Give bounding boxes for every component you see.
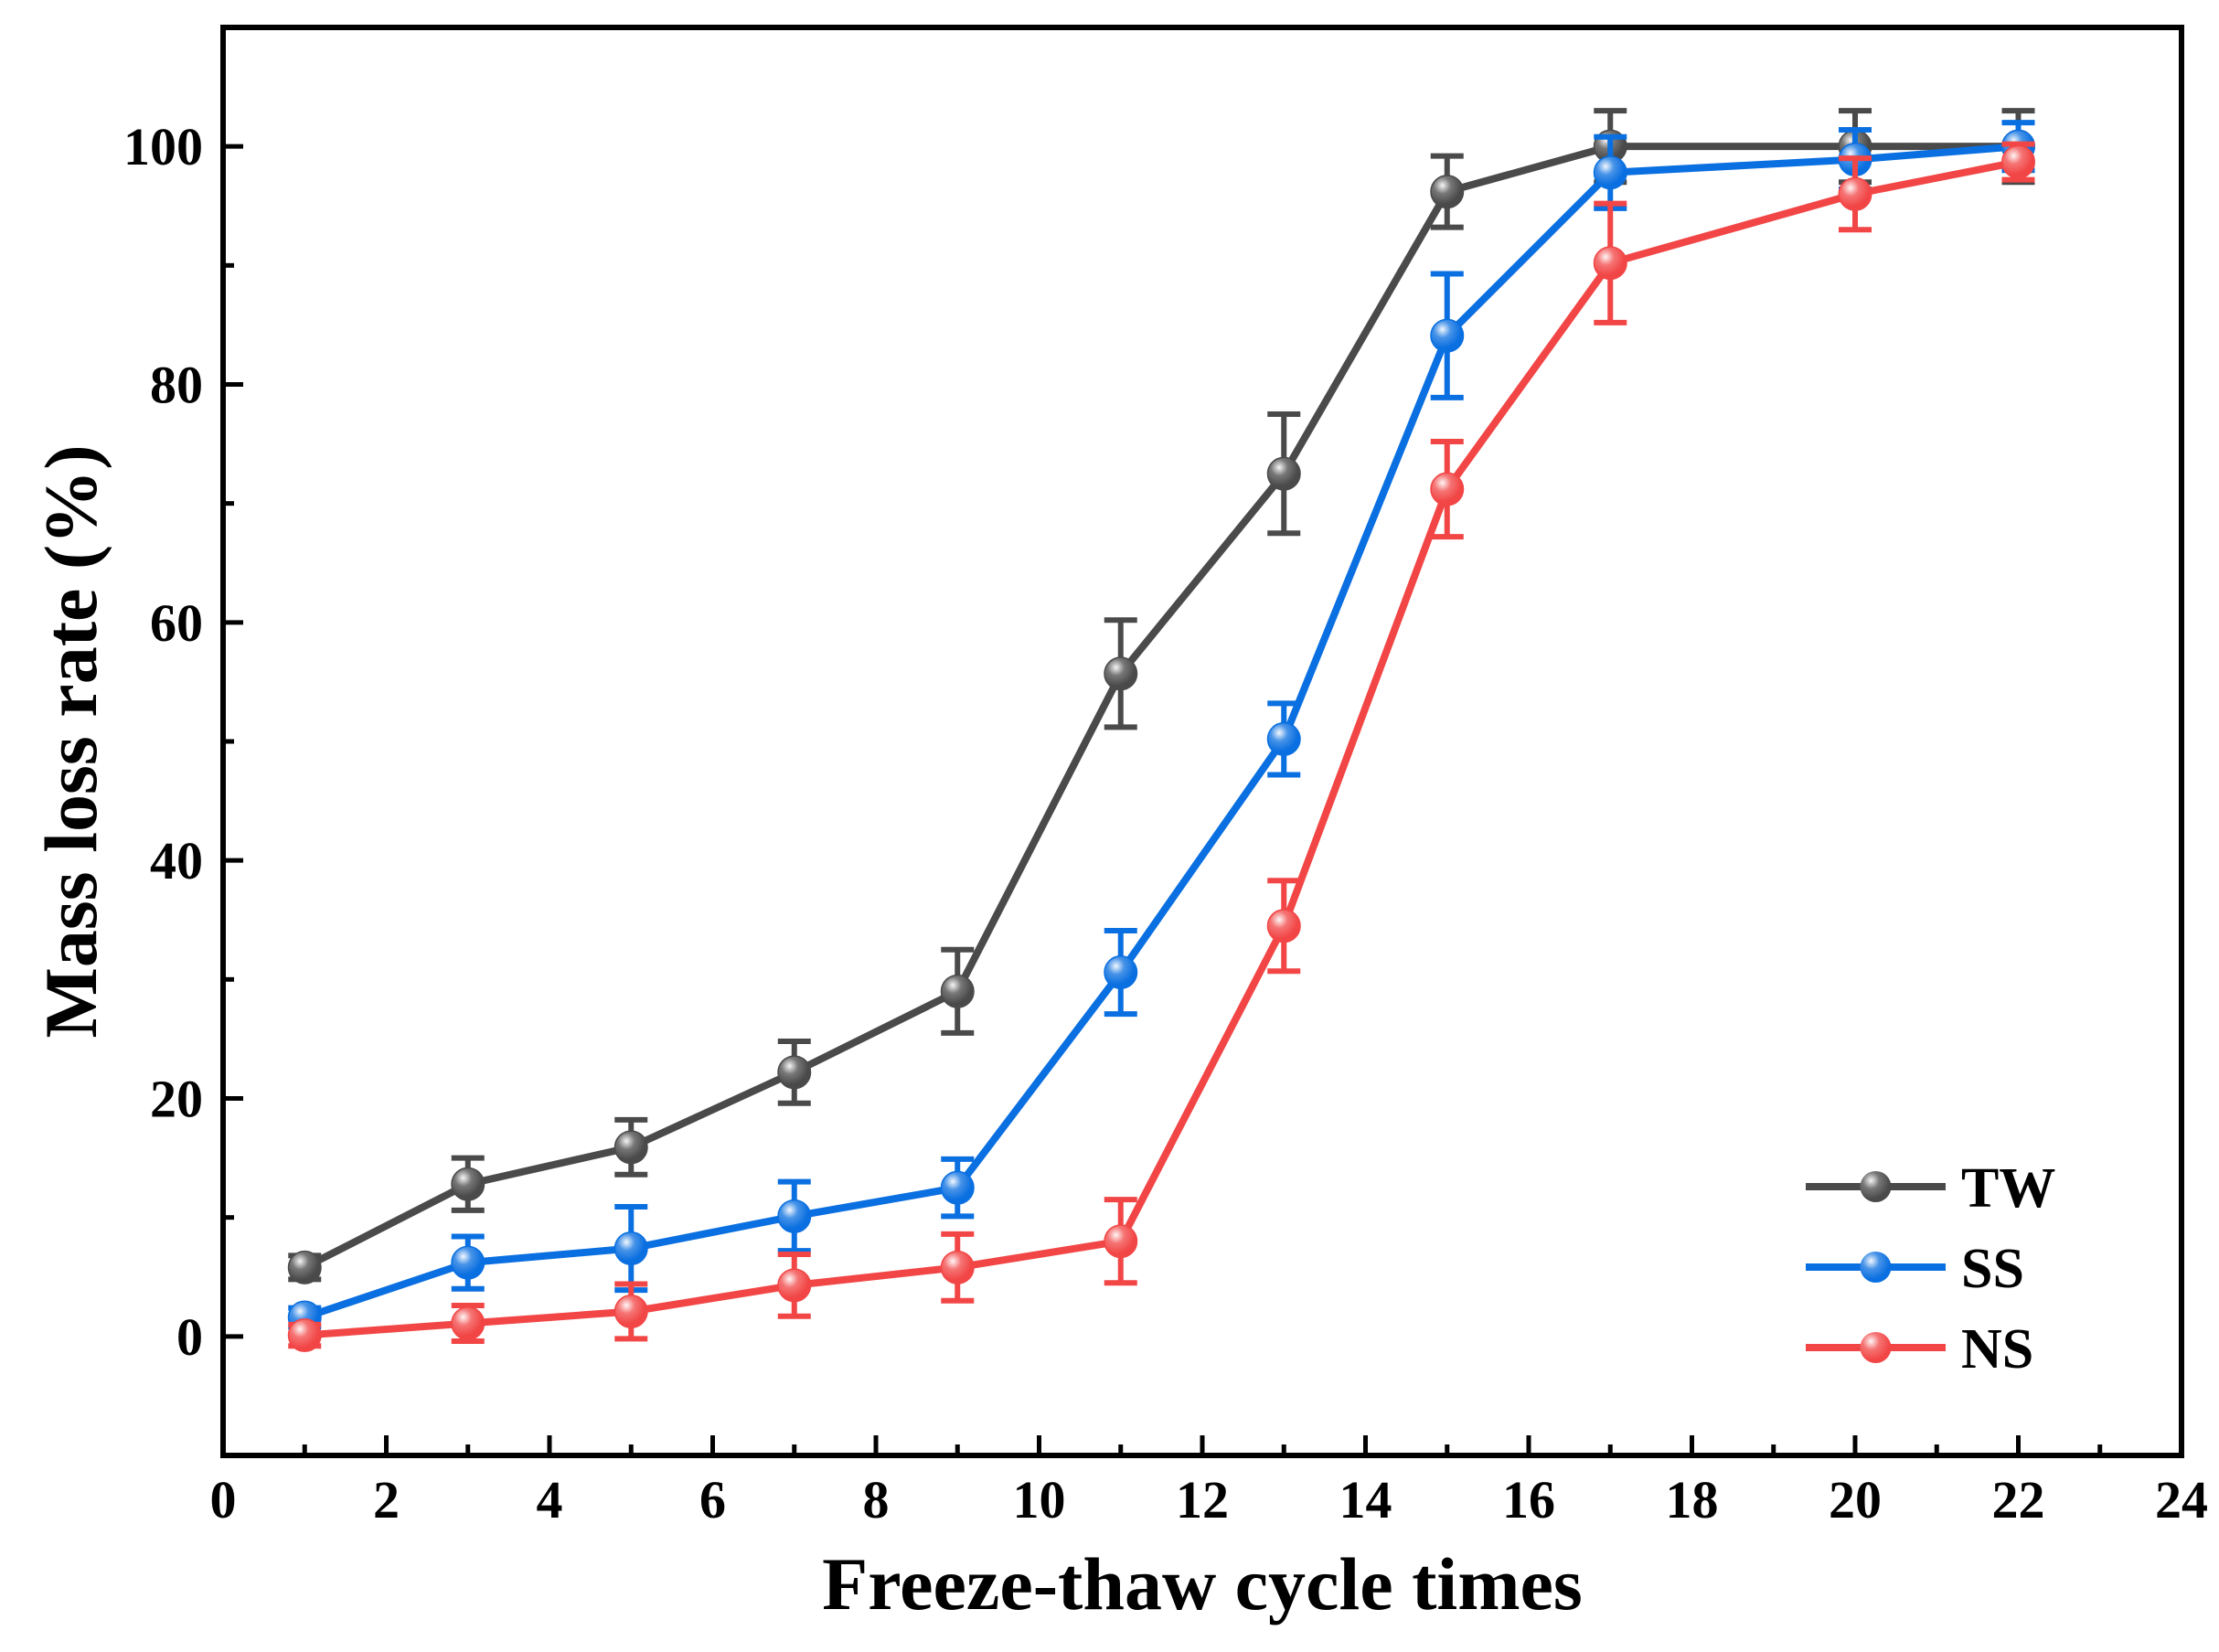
y-tick-label: 80 <box>150 356 203 415</box>
data-point <box>451 1245 485 1280</box>
data-point-highlight <box>615 1295 647 1327</box>
data-point-highlight <box>1840 178 1871 210</box>
data-point-highlight <box>615 1232 647 1264</box>
legend: TW SS NS <box>1806 1157 2055 1380</box>
data-point-highlight <box>942 975 974 1007</box>
data-point-highlight <box>452 1168 484 1200</box>
data-point <box>777 1055 812 1090</box>
data-point-highlight <box>289 1252 321 1284</box>
y-tick-label: 100 <box>123 117 203 176</box>
x-tick-label: 10 <box>1013 1470 1066 1529</box>
x-tick-label: 22 <box>1992 1470 2045 1529</box>
series-line <box>303 143 2019 1271</box>
x-tick-label: 8 <box>863 1470 890 1529</box>
plot-frame <box>220 25 2184 1458</box>
data-point-highlight <box>1431 320 1463 352</box>
y-tick-label: 60 <box>150 593 203 653</box>
data-point-highlight <box>1431 176 1463 208</box>
data-point-highlight <box>1268 910 1300 942</box>
y-tick-label: 0 <box>176 1307 203 1367</box>
data-point-highlight <box>1104 956 1136 988</box>
data-point <box>2001 144 2035 179</box>
data-point-highlight <box>615 1131 647 1163</box>
x-tick-label: 12 <box>1176 1470 1229 1529</box>
data-point <box>1104 656 1138 691</box>
data-point <box>1104 1224 1138 1259</box>
data-point-highlight <box>1268 723 1300 755</box>
data-point-highlight <box>1595 247 1627 279</box>
data-point <box>1430 472 1465 506</box>
y-tick-label: 40 <box>150 831 203 890</box>
data-point-highlight <box>942 1172 974 1204</box>
data-point <box>777 1199 812 1233</box>
data-point-highlight <box>778 1200 810 1232</box>
legend-item-ss: SS <box>1806 1238 2024 1300</box>
data-point-highlight <box>452 1307 484 1339</box>
data-point-highlight <box>1104 1225 1136 1257</box>
x-axis-title: Freeze-thaw cycle times <box>822 1542 1583 1625</box>
data-point <box>1266 456 1301 491</box>
data-point <box>1266 721 1301 756</box>
data-point <box>613 1130 648 1165</box>
x-tick-label: 24 <box>2155 1470 2208 1529</box>
data-point <box>940 974 975 1008</box>
series-ss <box>287 120 2035 1335</box>
legend-marker-highlight <box>1860 1171 1892 1202</box>
x-tick-label: 20 <box>1829 1470 1882 1529</box>
legend-label: NS <box>1961 1318 2033 1380</box>
data-point-highlight <box>1431 474 1463 506</box>
data-point <box>777 1268 812 1303</box>
legend-item-ns: NS <box>1806 1318 2033 1380</box>
data-point <box>613 1294 648 1328</box>
legend-label: TW <box>1961 1157 2055 1220</box>
data-point <box>1104 955 1138 990</box>
data-point-highlight <box>778 1269 810 1301</box>
data-point-highlight <box>942 1252 974 1284</box>
series-line <box>303 143 2019 1321</box>
x-tick-label: 2 <box>373 1470 400 1529</box>
series-tw <box>287 108 2035 1284</box>
x-tick-label: 4 <box>537 1470 563 1529</box>
legend-label: SS <box>1961 1238 2024 1300</box>
data-point <box>1593 246 1627 281</box>
series-layer <box>287 108 2035 1353</box>
data-point <box>451 1306 485 1341</box>
series-ns <box>287 141 2035 1353</box>
data-point-highlight <box>1104 657 1136 689</box>
data-point <box>451 1167 485 1201</box>
data-point <box>940 1250 975 1284</box>
data-point <box>1430 175 1465 209</box>
data-point-highlight <box>1595 156 1627 188</box>
data-point <box>287 1250 322 1284</box>
x-tick-label: 18 <box>1666 1470 1719 1529</box>
axis-ticks <box>220 25 2184 1458</box>
legend-item-tw: TW <box>1806 1157 2055 1220</box>
data-point <box>1430 318 1465 353</box>
data-point <box>613 1231 648 1266</box>
data-point-highlight <box>778 1056 810 1088</box>
data-point <box>940 1170 975 1205</box>
data-point <box>287 1318 322 1353</box>
data-point-highlight <box>2002 146 2034 178</box>
data-point <box>1838 176 1872 211</box>
data-point <box>1593 155 1627 190</box>
legend-marker-highlight <box>1860 1332 1892 1363</box>
x-tick-label: 16 <box>1502 1470 1555 1529</box>
data-point-highlight <box>1268 458 1300 490</box>
x-tick-label: 6 <box>699 1470 726 1529</box>
data-point <box>1266 909 1301 943</box>
y-tick-label: 20 <box>150 1070 203 1129</box>
legend-marker-highlight <box>1860 1252 1892 1283</box>
x-tick-label: 14 <box>1339 1470 1392 1529</box>
data-point-highlight <box>452 1247 484 1279</box>
y-axis-title: Mass loss rate (%) <box>29 444 112 1038</box>
data-point-highlight <box>289 1319 321 1351</box>
x-tick-label: 0 <box>210 1470 237 1529</box>
